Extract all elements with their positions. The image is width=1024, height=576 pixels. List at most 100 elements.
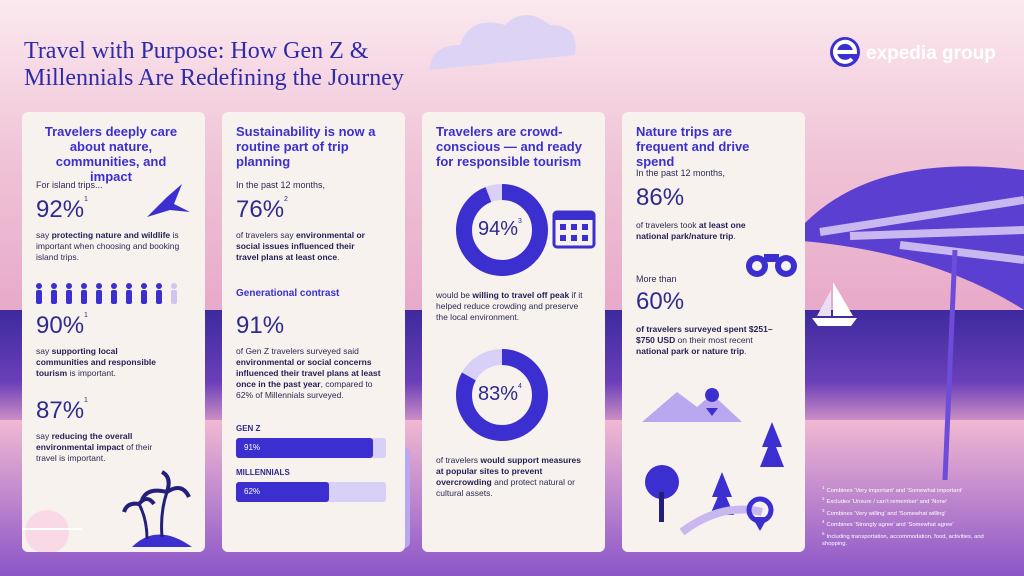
bar bbox=[236, 438, 373, 458]
calendar-icon bbox=[552, 210, 596, 249]
card: Sustainability is now a routine part of … bbox=[222, 112, 405, 552]
footnote-mark: 1 bbox=[822, 485, 825, 490]
bar-label: GEN Z bbox=[236, 424, 261, 433]
donut bbox=[456, 184, 548, 276]
stat: 90%1 bbox=[36, 312, 88, 340]
stat-text: of travelers took at least one national … bbox=[636, 220, 776, 242]
text: would be bbox=[436, 290, 473, 300]
card-heading: Sustainability is now a routine part of … bbox=[236, 124, 376, 169]
stat-value: 86% bbox=[636, 184, 685, 211]
card-heading: Travelers deeply care about nature, comm… bbox=[44, 124, 178, 184]
title-line: Millennials Are Redefining the Journey bbox=[24, 65, 404, 91]
donut bbox=[456, 349, 548, 441]
text: . bbox=[337, 252, 340, 262]
stat-text: of travelers surveyed spent $251–$750 US… bbox=[636, 324, 776, 357]
stat-value: 76% bbox=[236, 196, 285, 223]
binoculars-icon bbox=[746, 254, 797, 277]
footnote-mark: 2 bbox=[822, 496, 825, 502]
note: 1 bbox=[84, 196, 88, 203]
bold-text: environmental or social concerns influen… bbox=[236, 357, 381, 389]
bold-text: reducing the overall environmental impac… bbox=[36, 431, 133, 452]
people-icons bbox=[36, 283, 177, 304]
card: Nature trips are frequent and drive spen… bbox=[622, 112, 805, 552]
stat-text: of Gen Z travelers surveyed said environ… bbox=[236, 346, 391, 401]
text: and protect natural or cultural assets. bbox=[436, 477, 575, 498]
donut-value: 83% bbox=[478, 383, 519, 405]
footnote-mark: 5 bbox=[822, 530, 825, 536]
footnote-text: Excludes ‘Unsure / can’t remember’ and ‘… bbox=[826, 499, 948, 506]
bold-text: environmental or social issues influence… bbox=[236, 230, 365, 262]
stat-text: say reducing the overall environmental i… bbox=[36, 431, 166, 464]
note: 4 bbox=[518, 383, 522, 390]
bar-chart: GEN Z 91% MILLENNIALS 62% bbox=[222, 424, 405, 534]
footnote-text: Including transportation, accommodation,… bbox=[822, 533, 984, 548]
text: of travelers bbox=[436, 455, 481, 465]
donut-text: would be willing to travel off peak if i… bbox=[436, 290, 586, 323]
text: is important when choosing and booking i… bbox=[36, 230, 180, 262]
footnote-mark: 3 bbox=[822, 507, 825, 513]
text: of travelers took bbox=[636, 220, 699, 230]
stat-value: 90% bbox=[36, 312, 85, 339]
bar bbox=[236, 482, 329, 502]
text: . bbox=[744, 346, 747, 356]
stat: 87%1 bbox=[36, 397, 88, 425]
note: 1 bbox=[84, 397, 88, 404]
text: , compared to 62% of Millennials surveye… bbox=[236, 379, 373, 400]
stat: 60% bbox=[636, 288, 684, 316]
card-heading: Nature trips are frequent and drive spen… bbox=[636, 124, 750, 169]
text: of travelers say bbox=[236, 230, 296, 240]
stat: 92%1 bbox=[36, 196, 88, 224]
stat-text: of travelers say environmental or social… bbox=[236, 230, 376, 263]
text: is important. bbox=[67, 368, 116, 378]
card: Travelers deeply care about nature, comm… bbox=[22, 112, 205, 552]
intro: More than bbox=[636, 274, 677, 284]
landscape-art bbox=[642, 388, 784, 536]
donut-text: of travelers would support measures at p… bbox=[436, 455, 586, 499]
note: 2 bbox=[284, 196, 288, 203]
subheading: Generational contrast bbox=[236, 288, 340, 299]
intro: In the past 12 months, bbox=[636, 168, 726, 178]
text: say bbox=[36, 431, 52, 441]
stat-text: say protecting nature and wildlife is im… bbox=[36, 230, 188, 263]
donut-value: 94% bbox=[478, 218, 519, 240]
title: Travel with Purpose: How Gen Z & Millenni… bbox=[24, 38, 404, 92]
stat-value: 91% bbox=[236, 312, 285, 339]
stat: 91% bbox=[236, 312, 284, 340]
stat-text: say supporting local communities and res… bbox=[36, 346, 156, 379]
card: Travelers are crowd-conscious — and read… bbox=[422, 112, 605, 552]
footnote: 1Combines ‘Very important’ and ‘Somewhat… bbox=[822, 484, 1007, 495]
text: if it helped reduce crowding and preserv… bbox=[436, 290, 583, 322]
donut-group: 94%3 would be willing to travel off peak … bbox=[422, 112, 605, 552]
bar-label: MILLENNIALS bbox=[236, 468, 290, 477]
footnote-text: Combines ‘Very willing’ and ‘Somewhat wi… bbox=[826, 510, 946, 517]
note: 1 bbox=[84, 312, 88, 319]
footnote-text: Combines ‘Strongly agree’ and ‘Somewhat … bbox=[826, 522, 954, 529]
brand: expedia group bbox=[866, 43, 996, 64]
footnote: 4Combines ‘Strongly agree’ and ‘Somewhat… bbox=[822, 518, 1007, 529]
stat-value: 92% bbox=[36, 196, 85, 223]
bar-value-label: 91% bbox=[244, 443, 261, 452]
text: say bbox=[36, 346, 52, 356]
title-line: Travel with Purpose: How Gen Z & bbox=[24, 38, 369, 64]
text: of Gen Z travelers surveyed said bbox=[236, 346, 359, 356]
bold-text: protecting nature and wildlife bbox=[51, 230, 171, 240]
card-heading: Travelers are crowd-conscious — and read… bbox=[436, 124, 582, 169]
bold-text: of travelers surveyed spent $251–$750 US… bbox=[636, 324, 773, 345]
text: . bbox=[733, 231, 736, 241]
donut-arc bbox=[456, 184, 548, 276]
bold-text: at least one national park/nature trip bbox=[636, 220, 746, 241]
intro: For island trips... bbox=[36, 180, 103, 190]
bird-icon bbox=[147, 184, 190, 217]
footnote-mark: 4 bbox=[822, 519, 825, 525]
donut-label: 83%4 bbox=[478, 383, 522, 406]
stat: 86% bbox=[636, 184, 684, 212]
donut-arc bbox=[456, 349, 548, 441]
note: 3 bbox=[518, 218, 522, 225]
text: of their travel is important. bbox=[36, 442, 153, 463]
text: on their most recent bbox=[675, 335, 753, 345]
footnotes: 1Combines ‘Very important’ and ‘Somewhat… bbox=[822, 484, 1007, 549]
bold-text: would support measures at popular sites … bbox=[436, 455, 582, 487]
bold-text: supporting local communities and respons… bbox=[36, 346, 156, 378]
footnote-text: Combines ‘Very important’ and ‘Somewhat … bbox=[826, 487, 963, 494]
